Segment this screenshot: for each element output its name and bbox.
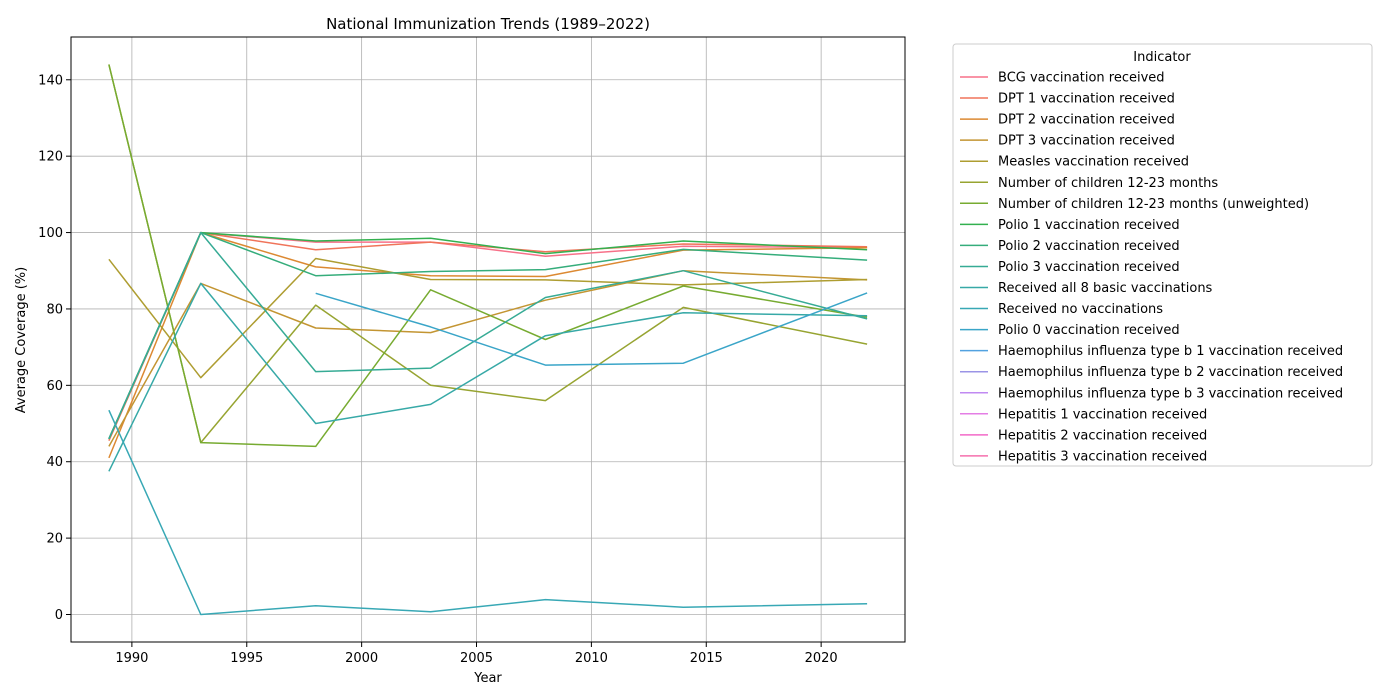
series-lines [108,64,868,616]
y-tick-label: 80 [46,302,63,317]
y-tick-label: 0 [55,608,63,623]
legend-label: Haemophilus influenza type b 2 vaccinati… [998,365,1343,380]
legend-label: DPT 3 vaccination received [998,134,1175,149]
legend-items: BCG vaccination received DPT 1 vaccinatio… [960,71,1343,464]
x-tick-label: 2005 [460,651,493,666]
x-axis: 1990 1995 2000 2005 2010 2015 2020 [115,642,838,666]
series-line-4 [108,269,868,447]
x-tick-label: 2000 [345,651,378,666]
legend-label: Polio 2 vaccination received [998,239,1180,254]
y-tick-label: 40 [46,455,63,470]
x-axis-label: Year [473,671,502,686]
series-line-12 [108,409,868,616]
legend: Indicator BCG vaccination received DPT 1 … [952,43,1373,467]
legend-label: DPT 1 vaccination received [998,92,1175,107]
legend-label: Number of children 12-23 months (unweigh… [998,197,1309,212]
x-tick-label: 2010 [575,651,608,666]
plot-area-frame [70,36,906,643]
x-tick-label: 1995 [230,651,263,666]
legend-label: Measles vaccination received [998,155,1189,170]
legend-label: BCG vaccination received [998,71,1165,86]
x-tick-label: 2015 [690,651,723,666]
y-tick-label: 120 [38,150,63,165]
series-line-13 [315,292,868,366]
legend-label: Hepatitis 1 vaccination received [998,407,1207,422]
series-line-5 [108,257,868,379]
y-tick-label: 60 [46,379,63,394]
chart-title: National Immunization Trends (1989–2022) [326,15,650,33]
legend-title: Indicator [1133,50,1191,65]
series-line-7 [108,64,868,448]
legend-label: Hepatitis 3 vaccination received [998,449,1207,464]
legend-label: Received no vaccinations [998,302,1163,317]
legend-label: Polio 1 vaccination received [998,218,1180,233]
series-line-11 [108,282,868,472]
x-tick-label: 1990 [115,651,148,666]
series-line-10 [108,231,868,440]
gridlines [71,37,905,642]
x-tick-label: 2020 [805,651,838,666]
y-tick-label: 140 [38,73,63,88]
legend-label: Received all 8 basic vaccinations [998,281,1213,296]
y-axis-label: Average Coverage (%) [14,267,29,413]
y-tick-label: 20 [46,532,63,547]
legend-label: Haemophilus influenza type b 3 vaccinati… [998,386,1343,401]
legend-label: Polio 0 vaccination received [998,323,1180,338]
legend-label: DPT 2 vaccination received [998,113,1175,128]
legend-label: Haemophilus influenza type b 1 vaccinati… [998,344,1343,359]
y-tick-label: 100 [38,226,63,241]
legend-label: Number of children 12-23 months [998,176,1218,191]
y-axis: 0 20 40 60 80 100 120 140 [38,73,71,623]
legend-label: Polio 3 vaccination received [998,260,1180,275]
legend-label: Hepatitis 2 vaccination received [998,428,1207,443]
legend-frame [952,43,1373,467]
